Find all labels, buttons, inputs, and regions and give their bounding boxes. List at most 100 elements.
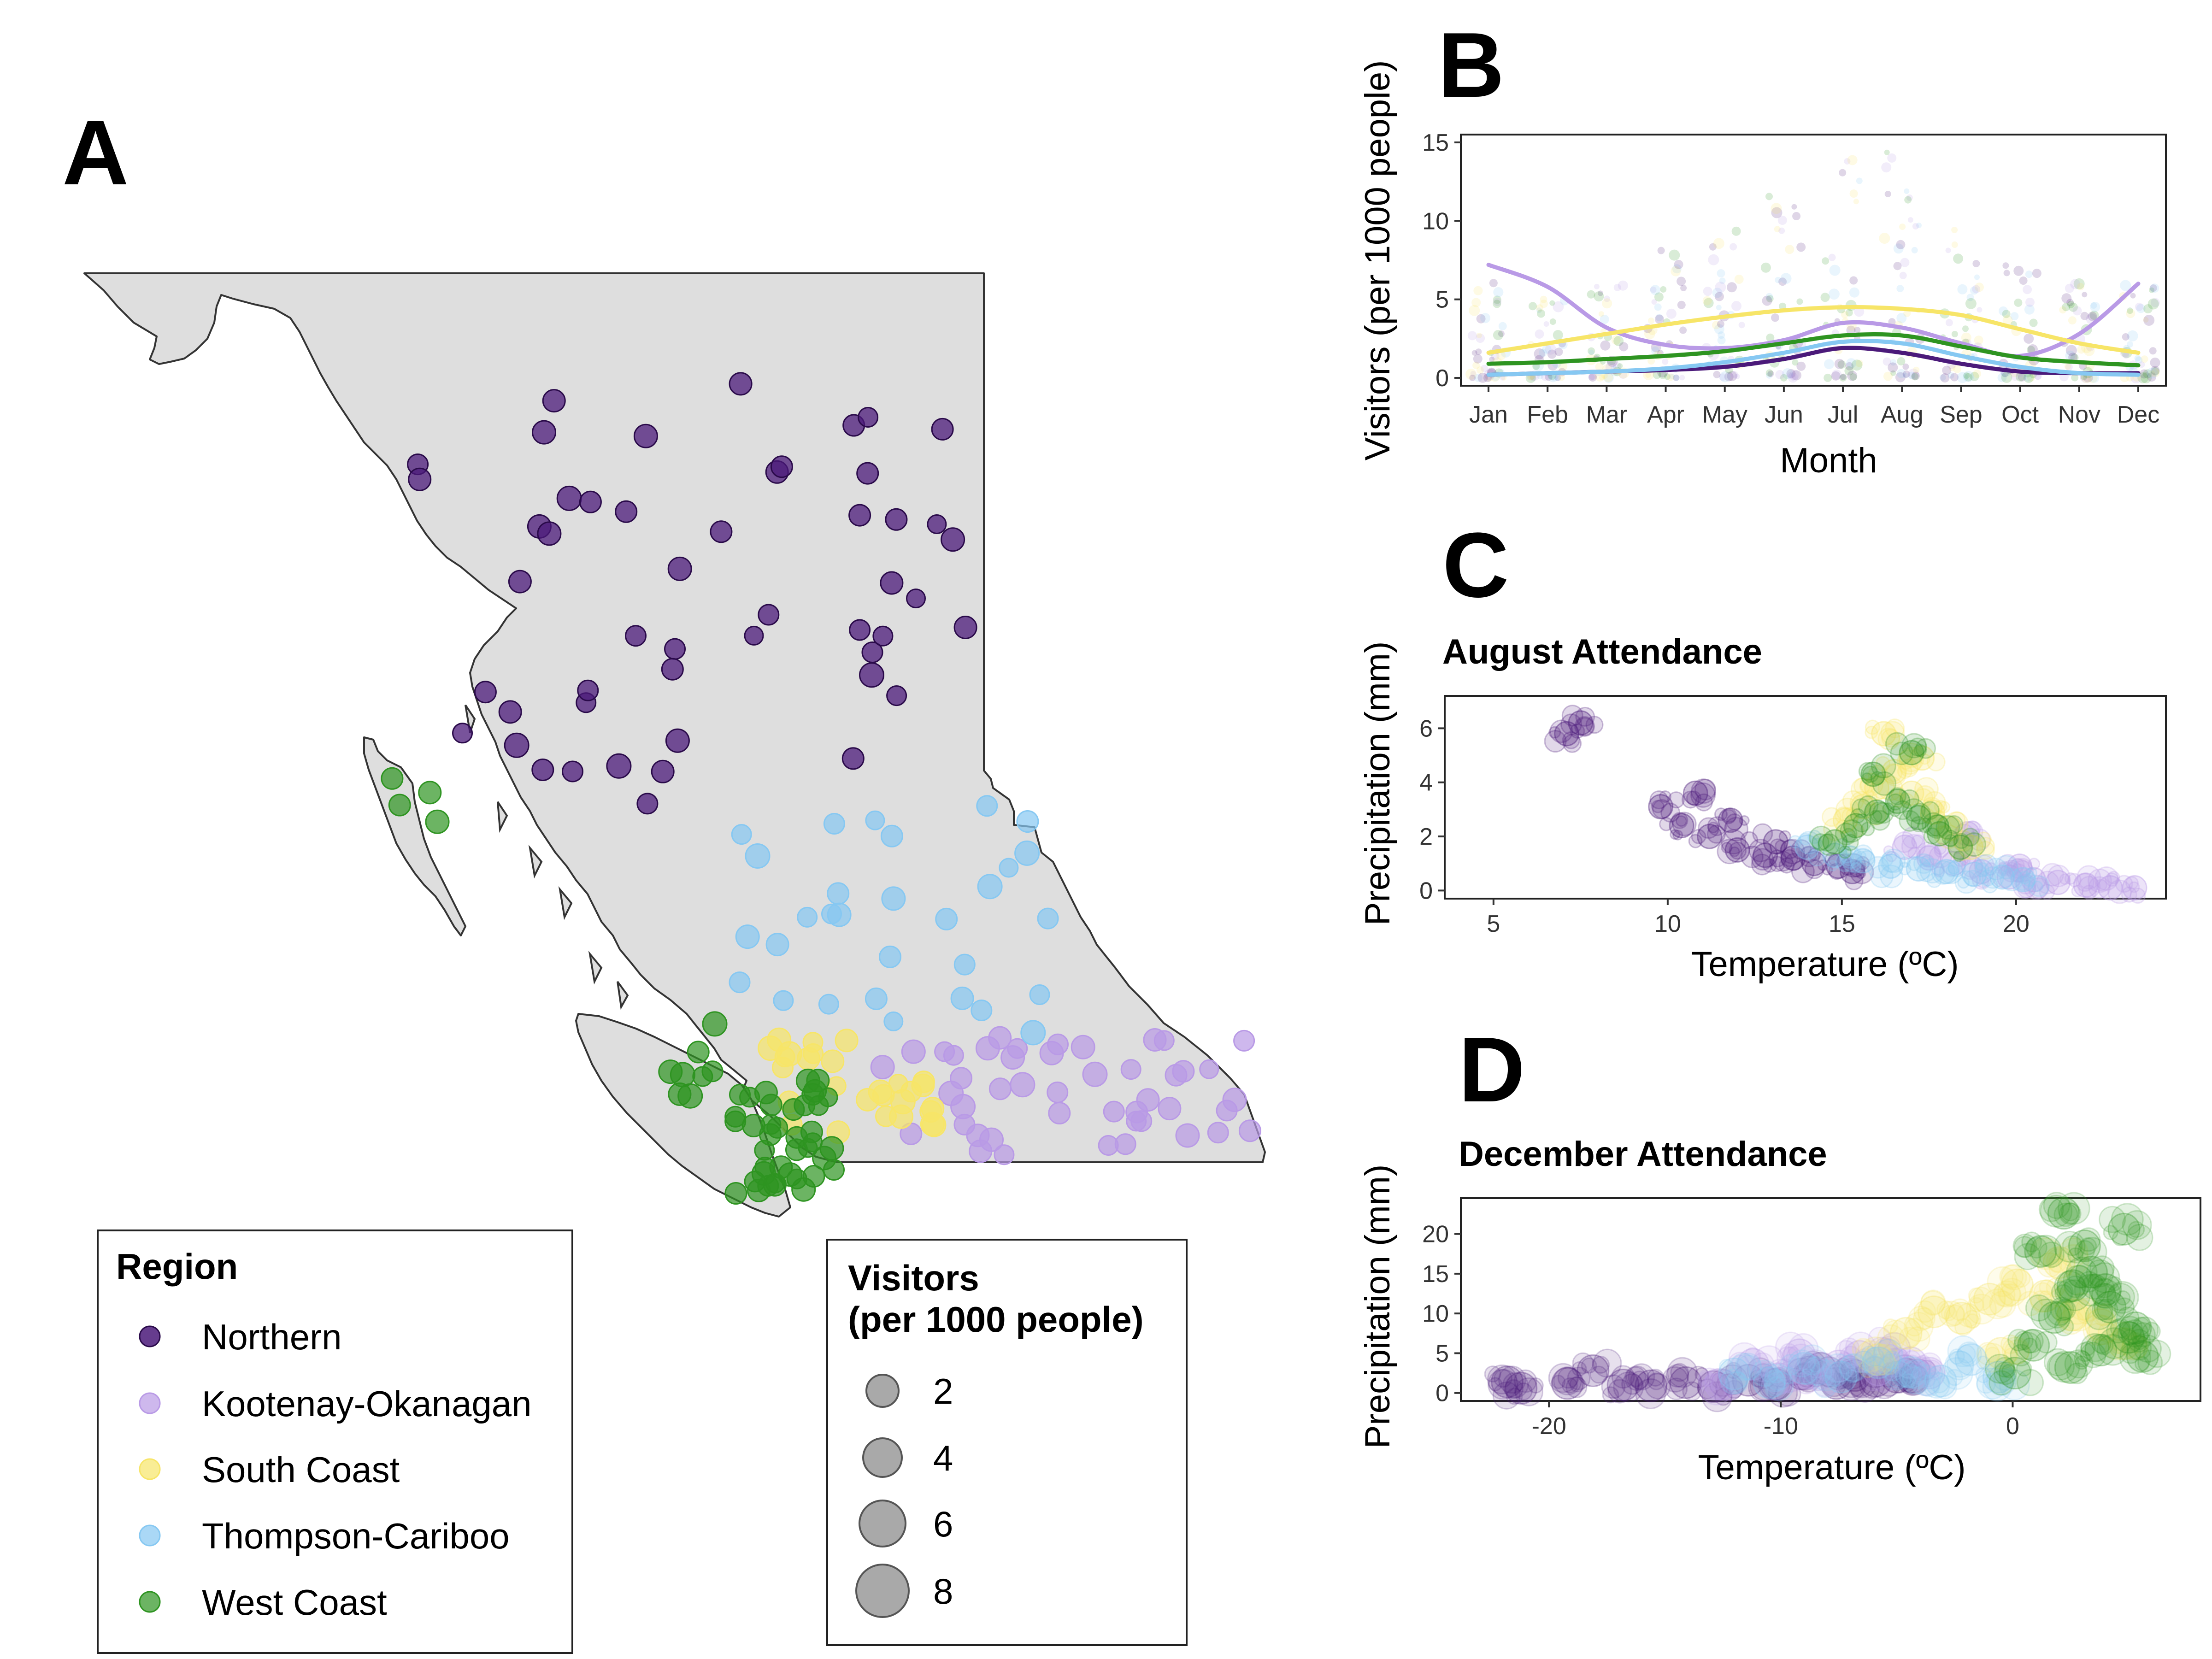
chart-b-observation bbox=[2019, 276, 2028, 285]
chart-d-point-cloud bbox=[1488, 1377, 1503, 1392]
chart-c-point-cloud bbox=[1872, 802, 1894, 824]
chart-d-point-south-coast bbox=[2001, 1268, 2034, 1301]
map-point-south-coast bbox=[856, 1088, 880, 1112]
chart-b-observation bbox=[1493, 300, 1501, 308]
chart-c-point-cloud bbox=[1849, 791, 1873, 815]
chart-d-point-cloud bbox=[2063, 1296, 2092, 1325]
chart-d-point-cloud bbox=[2094, 1335, 2114, 1355]
chart-d-point-cloud bbox=[1873, 1338, 1903, 1369]
chart-d-y-tick-label: 20 bbox=[1422, 1221, 1449, 1248]
chart-d-point-cloud bbox=[1714, 1388, 1732, 1406]
chart-d-point-cloud bbox=[1561, 1377, 1578, 1394]
chart-c-point-cloud bbox=[1751, 848, 1774, 871]
chart-d-point-cloud bbox=[1699, 1371, 1715, 1387]
chart-d-point-cloud bbox=[2022, 1337, 2038, 1354]
chart-d-point-cloud bbox=[1846, 1366, 1878, 1399]
chart-d-point-cloud bbox=[1844, 1365, 1863, 1384]
chart-b-observation bbox=[2143, 315, 2155, 326]
chart-c-point-cloud bbox=[1976, 836, 1995, 856]
chart-d-point-cloud bbox=[1751, 1359, 1778, 1387]
chart-c-point-cloud bbox=[1906, 856, 1922, 871]
chart-d-point-cloud bbox=[1624, 1365, 1650, 1391]
chart-d-point-cloud bbox=[1901, 1359, 1932, 1389]
chart-c-point-cloud bbox=[1660, 802, 1681, 823]
chart-c-point-northern bbox=[1718, 807, 1743, 833]
chart-b-observation bbox=[2141, 372, 2152, 383]
chart-c-point-cloud bbox=[1729, 846, 1740, 857]
chart-d-point-west-coast bbox=[2068, 1230, 2101, 1262]
chart-b-observation bbox=[2011, 372, 2019, 381]
chart-d-point-cloud bbox=[1697, 1367, 1722, 1392]
chart-d-point-cloud bbox=[2053, 1271, 2086, 1303]
chart-c-point-cloud bbox=[1896, 749, 1922, 775]
chart-c-point-cloud bbox=[1921, 854, 1935, 868]
chart-c-point-thompson-cariboo bbox=[1934, 859, 1959, 884]
chart-b-y-axis-title: Visitors (per 1000 people) bbox=[1358, 60, 1397, 461]
chart-d-point-west-coast bbox=[2056, 1269, 2089, 1302]
chart-c-point-cloud bbox=[1840, 819, 1864, 843]
chart-b-observation bbox=[2002, 262, 2009, 269]
chart-d-point-cloud bbox=[1876, 1371, 1901, 1397]
chart-c-point-cloud bbox=[1871, 753, 1896, 779]
chart-d-point-cloud bbox=[1982, 1288, 2013, 1319]
chart-d-point-cloud bbox=[1602, 1386, 1619, 1404]
chart-c-point-cloud bbox=[1844, 871, 1864, 890]
chart-c-point-cloud bbox=[1575, 706, 1595, 727]
map-point-thompson-cariboo bbox=[818, 994, 839, 1015]
chart-d-point-cloud bbox=[1976, 1367, 2008, 1400]
chart-d-point-cloud bbox=[2111, 1203, 2144, 1236]
chart-c-point-cloud bbox=[1976, 841, 1995, 860]
map-point-northern bbox=[856, 462, 879, 485]
chart-b-observation bbox=[2001, 371, 2012, 383]
map-point-kootenay-okanagan bbox=[1143, 1028, 1167, 1052]
chart-c-point-thompson-cariboo bbox=[2010, 867, 2036, 893]
chart-d-point-kootenay-okanagan bbox=[1862, 1353, 1895, 1387]
chart-d-point-cloud bbox=[1798, 1373, 1815, 1390]
chart-b-observation bbox=[1778, 277, 1787, 286]
chart-c-point-cloud bbox=[1936, 824, 1961, 849]
chart-c-point-northern bbox=[1801, 851, 1827, 877]
chart-c-point-cloud bbox=[2047, 865, 2070, 888]
chart-d-y-tick-label: 5 bbox=[1435, 1340, 1449, 1367]
chart-d-point-cloud bbox=[1976, 1374, 1996, 1394]
chart-d-point-cloud bbox=[1877, 1366, 1900, 1388]
chart-c-point-south-coast bbox=[1937, 816, 1963, 841]
chart-d-point-cloud bbox=[2001, 1364, 2016, 1378]
chart-d-point-cloud bbox=[2062, 1299, 2095, 1332]
chart-b-observation bbox=[1708, 254, 1719, 265]
chart-c-point-thompson-cariboo bbox=[1878, 853, 1904, 879]
chart-d-point-cloud bbox=[1913, 1307, 1936, 1330]
chart-b-observation bbox=[1553, 301, 1564, 312]
chart-d-point-cloud bbox=[1772, 1365, 1800, 1394]
chart-d-point-cloud bbox=[1989, 1290, 2017, 1318]
chart-d-point-cloud bbox=[1764, 1363, 1792, 1391]
chart-c-point-cloud bbox=[1853, 844, 1873, 864]
chart-b-observation bbox=[1950, 373, 1959, 382]
chart-c-point-kootenay-okanagan bbox=[2097, 875, 2123, 900]
chart-d-point-cloud bbox=[1899, 1366, 1915, 1382]
chart-b-observation bbox=[2151, 367, 2159, 376]
chart-d-point-cloud bbox=[1864, 1356, 1884, 1377]
chart-b-observation bbox=[1654, 303, 1662, 311]
chart-d-y-tick-label: 10 bbox=[1422, 1300, 1449, 1327]
chart-b-observation bbox=[1538, 348, 1547, 357]
chart-d-point-cloud bbox=[2106, 1321, 2136, 1352]
chart-b-x-tick-label: Mar bbox=[1586, 401, 1628, 428]
chart-c-point-south-coast bbox=[1871, 721, 1897, 747]
chart-b-x-tick-label: Jan bbox=[1469, 401, 1508, 428]
panel-letter-b: B bbox=[1438, 14, 1504, 117]
map-point-west-coast bbox=[702, 1011, 728, 1037]
region-legend: Region Northern Kootenay-Okanagan South … bbox=[97, 1230, 573, 1654]
chart-c-point-cloud bbox=[1861, 790, 1878, 806]
chart-c-point-cloud bbox=[1875, 756, 1891, 771]
map-point-thompson-cariboo bbox=[745, 843, 771, 869]
chart-b-observation bbox=[1902, 370, 1910, 378]
chart-b-observation bbox=[1970, 286, 1978, 295]
chart-b-observation bbox=[1470, 371, 1476, 377]
chart-c-point-cloud bbox=[1919, 753, 1931, 765]
chart-b-observation bbox=[1545, 373, 1553, 381]
chart-b-observation bbox=[1474, 373, 1483, 382]
chart-d-point-cloud bbox=[2080, 1341, 2106, 1368]
chart-d-point-cloud bbox=[1918, 1352, 1942, 1377]
chart-d-point-cloud bbox=[1709, 1369, 1737, 1397]
